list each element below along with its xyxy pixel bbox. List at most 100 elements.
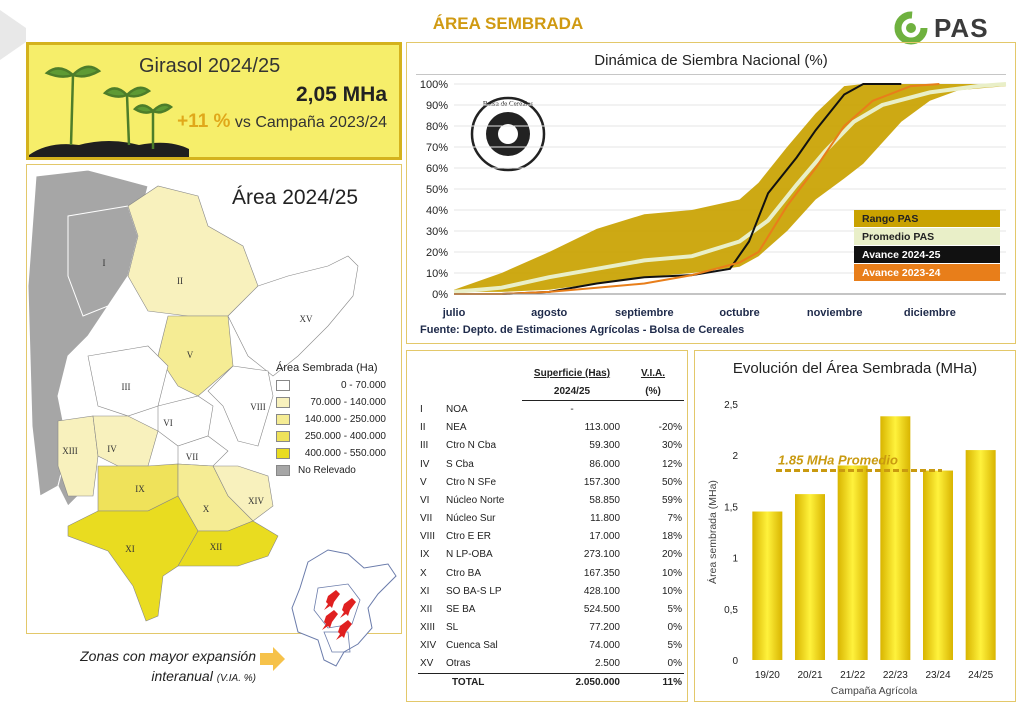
table-row: XIV Cuenca Sal 74.000 5%	[418, 637, 684, 655]
table-row: I NOA -	[418, 400, 684, 418]
table-cell: 0%	[667, 658, 682, 670]
bar-19/20	[752, 511, 783, 660]
map-legend: Área Sembrada (Ha) 0 - 70.000 70.000 - 1…	[276, 362, 386, 479]
table-cell: Ctro N Cba	[446, 440, 497, 452]
x-axis-title: Campaña Agrícola	[831, 685, 918, 697]
header-year: 2024/25	[522, 382, 622, 401]
table-total-cell	[418, 672, 444, 692]
dynamics-chart: Bolsa de Cereales 0% 10% 20% 30% 40% 50% 60% 70…	[420, 79, 1007, 319]
table-cell: S Cba	[446, 458, 474, 470]
table-cell: -20%	[658, 422, 682, 434]
table-total-cell: 2.050.000	[522, 672, 622, 692]
zone-XI	[67, 495, 199, 622]
legend-swatch	[276, 397, 290, 408]
table-cell: Otras	[446, 658, 471, 670]
legend-item-bg	[854, 264, 1000, 281]
sprouts-illustration	[29, 65, 189, 157]
x-tick-label: 23/24	[925, 670, 950, 681]
evolution-chart: 0 0,5 1 1,5 2 2,5 19/20 20/21 21/22 22/23 23/24 24/…	[706, 400, 996, 697]
table-cell: Cuenca Sal	[446, 640, 498, 652]
x-tick-label: septiembre	[615, 307, 674, 319]
zone-XII	[177, 520, 279, 567]
table-cell: Núcleo Sur	[446, 513, 496, 525]
table-cell: 5%	[667, 604, 682, 616]
y-tick-label: 80%	[426, 121, 448, 133]
table-cell: V	[420, 476, 427, 488]
table-cell: NOA	[446, 403, 468, 415]
zone-label-IX: IX	[135, 484, 145, 494]
table-cell: 157.300	[583, 476, 620, 488]
y-tick-label: 0	[732, 656, 738, 667]
expansion-note: Zonas con mayor expansión interanual (V.…	[28, 646, 256, 689]
zone-label-IV: IV	[107, 444, 117, 454]
arrow-right-icon	[260, 647, 285, 671]
zone-VIII	[207, 365, 274, 447]
zones-table: Superficie (Has) V.I.A. 2024/25 (%) I NOA…	[418, 364, 684, 692]
y-tick-label: 60%	[426, 163, 448, 175]
table-cell: II	[420, 422, 426, 434]
title-divider	[416, 74, 1006, 75]
logo-text: PAS	[934, 12, 989, 43]
legend-row: 250.000 - 400.000	[276, 428, 386, 445]
pin-icon	[340, 598, 356, 618]
legend-swatch	[276, 431, 290, 442]
table-cell	[622, 400, 684, 418]
map-title: Área 2024/25	[232, 186, 359, 209]
table-cell: 167.350	[583, 567, 620, 579]
table-cell: 7%	[667, 513, 682, 525]
pas-logo: PAS	[894, 10, 1014, 46]
seal-text: Bolsa de Cereales	[483, 100, 533, 108]
y-tick-label: 2	[732, 451, 738, 462]
header-via: V.I.A.	[640, 367, 666, 379]
x-tick-label: 21/22	[840, 670, 865, 681]
page-title: ÁREA SEMBRADA	[432, 14, 584, 33]
pin-icon	[322, 610, 338, 630]
variation-text: vs Campaña 2023/24	[234, 114, 387, 131]
table-row: XI SO BA-S LP 428.100 10%	[418, 582, 684, 600]
table-total-cell: TOTAL	[444, 672, 522, 692]
zone-label-III: III	[122, 382, 131, 392]
table-cell: SE BA	[446, 604, 476, 616]
table-cell: 10%	[661, 585, 682, 597]
legend-item-bg	[854, 210, 1000, 227]
zone-label-XIV: XIV	[248, 496, 264, 506]
table-cell: 58.850	[589, 494, 620, 506]
expansion-line1: Zonas con mayor expansión	[80, 648, 256, 664]
zone-label-I: I	[103, 258, 106, 268]
zone-label-VII: VII	[186, 452, 199, 462]
table-row: IV S Cba 86.000 12%	[418, 455, 684, 473]
table-cell: 10%	[661, 567, 682, 579]
table-cell: 0%	[667, 622, 682, 634]
x-tick-label: agosto	[531, 307, 567, 319]
table-cell: -	[570, 404, 574, 416]
zone-label-II: II	[177, 276, 183, 286]
header-superficie: Superficie (Has)	[533, 367, 611, 379]
table-cell: III	[420, 440, 429, 452]
series-line-1	[453, 82, 1007, 294]
legend-swatch	[276, 414, 290, 425]
y-tick-label: 0,5	[724, 605, 738, 616]
dynamics-title: Dinámica de Siembra Nacional (%)	[594, 52, 828, 69]
table-cell: Ctro BA	[446, 567, 482, 579]
table-row: XV Otras 2.500 0%	[418, 655, 684, 673]
y-tick-label: 0%	[432, 289, 448, 301]
bolsa-seal: Bolsa de Cereales	[470, 96, 546, 172]
table-cell: 18%	[661, 531, 682, 543]
table-cell: XI	[420, 585, 430, 597]
table-cell: XII	[420, 604, 433, 616]
table-cell: 50%	[661, 476, 682, 488]
table-cell: VIII	[420, 531, 436, 543]
table-cell: Ctro E ER	[446, 531, 492, 543]
table-row: VII Núcleo Sur 11.800 7%	[418, 510, 684, 528]
legend-item-label: Avance 2023-24	[862, 267, 941, 279]
zone-label-X: X	[203, 504, 210, 514]
zone-VII	[177, 435, 229, 467]
zone-label-XII: XII	[210, 542, 223, 552]
table-row: II NEA 113.000 -20%	[418, 419, 684, 437]
x-tick-label: noviembre	[807, 307, 863, 319]
legend-title: Área Sembrada (Ha)	[276, 362, 378, 374]
y-tick-label: 20%	[426, 247, 448, 259]
x-tick-label: octubre	[719, 307, 759, 319]
y-tick-label: 100%	[420, 79, 448, 91]
table-total-cell: 11%	[622, 672, 684, 692]
